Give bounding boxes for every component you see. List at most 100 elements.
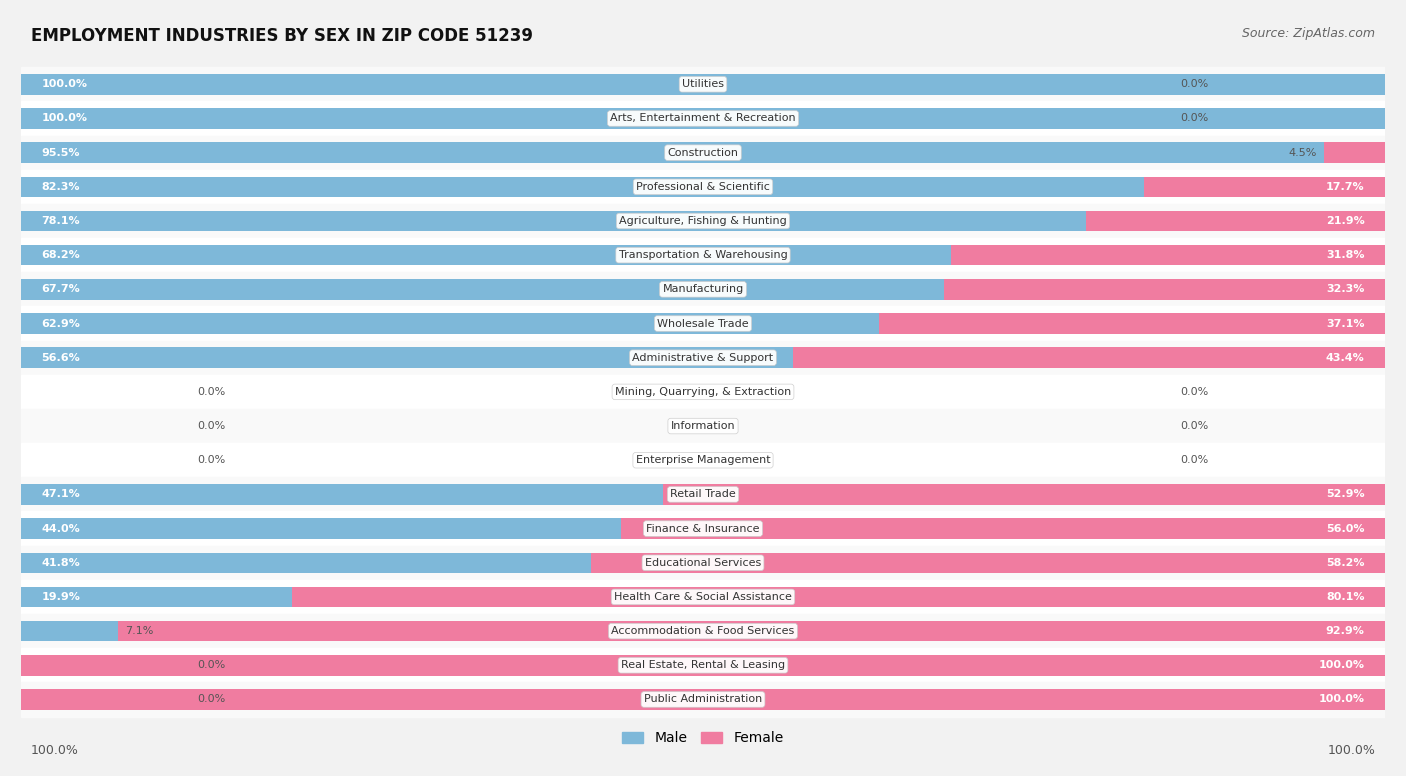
Bar xyxy=(21,477,1385,511)
Bar xyxy=(21,553,591,573)
Bar xyxy=(21,177,1143,197)
Text: Mining, Quarrying, & Extraction: Mining, Quarrying, & Extraction xyxy=(614,387,792,397)
Bar xyxy=(1087,211,1385,231)
Text: Transportation & Warehousing: Transportation & Warehousing xyxy=(619,250,787,260)
Text: 0.0%: 0.0% xyxy=(1181,387,1209,397)
Text: 100.0%: 100.0% xyxy=(1327,743,1375,757)
Text: 67.7%: 67.7% xyxy=(42,284,80,294)
Text: Enterprise Management: Enterprise Management xyxy=(636,456,770,466)
Bar xyxy=(621,518,1385,539)
Text: 0.0%: 0.0% xyxy=(197,456,225,466)
Bar xyxy=(21,341,1385,375)
Bar xyxy=(21,443,1385,477)
Text: 78.1%: 78.1% xyxy=(42,216,80,226)
Bar xyxy=(21,245,952,265)
Bar xyxy=(21,272,1385,307)
Text: 0.0%: 0.0% xyxy=(1181,79,1209,89)
Bar xyxy=(21,648,1385,682)
Text: 80.1%: 80.1% xyxy=(1326,592,1364,602)
Text: 0.0%: 0.0% xyxy=(1181,456,1209,466)
Text: 44.0%: 44.0% xyxy=(42,524,80,534)
Text: Manufacturing: Manufacturing xyxy=(662,284,744,294)
Text: 0.0%: 0.0% xyxy=(197,695,225,705)
Bar xyxy=(21,587,292,607)
Text: 7.1%: 7.1% xyxy=(125,626,153,636)
Text: 100.0%: 100.0% xyxy=(31,743,79,757)
Legend: Male, Female: Male, Female xyxy=(617,726,789,751)
Bar xyxy=(21,74,1385,95)
Text: Utilities: Utilities xyxy=(682,79,724,89)
Text: 31.8%: 31.8% xyxy=(1326,250,1364,260)
Text: 43.4%: 43.4% xyxy=(1326,353,1364,362)
Bar xyxy=(21,142,1323,163)
Bar xyxy=(21,211,1087,231)
Text: 0.0%: 0.0% xyxy=(197,421,225,431)
Text: 56.0%: 56.0% xyxy=(1326,524,1364,534)
Text: Wholesale Trade: Wholesale Trade xyxy=(657,318,749,328)
Bar xyxy=(21,614,1385,648)
Text: 0.0%: 0.0% xyxy=(197,660,225,670)
Bar xyxy=(664,484,1385,504)
Bar xyxy=(952,245,1385,265)
Text: 37.1%: 37.1% xyxy=(1326,318,1364,328)
Text: Information: Information xyxy=(671,421,735,431)
Bar xyxy=(118,621,1385,642)
Text: 52.9%: 52.9% xyxy=(1326,490,1364,500)
Text: 0.0%: 0.0% xyxy=(1181,421,1209,431)
Text: 100.0%: 100.0% xyxy=(42,79,87,89)
Bar xyxy=(21,170,1385,204)
Bar xyxy=(21,204,1385,238)
Text: 4.5%: 4.5% xyxy=(1288,147,1317,158)
Bar xyxy=(21,307,1385,341)
Text: Real Estate, Rental & Leasing: Real Estate, Rental & Leasing xyxy=(621,660,785,670)
Bar xyxy=(21,682,1385,716)
Text: Agriculture, Fishing & Hunting: Agriculture, Fishing & Hunting xyxy=(619,216,787,226)
Text: 19.9%: 19.9% xyxy=(42,592,80,602)
Bar xyxy=(1323,142,1385,163)
Bar xyxy=(21,279,945,300)
Text: Administrative & Support: Administrative & Support xyxy=(633,353,773,362)
Bar xyxy=(21,314,879,334)
Bar xyxy=(21,655,1385,676)
Text: 92.9%: 92.9% xyxy=(1326,626,1364,636)
Text: 0.0%: 0.0% xyxy=(1181,113,1209,123)
Text: 100.0%: 100.0% xyxy=(1319,695,1364,705)
Text: 58.2%: 58.2% xyxy=(1326,558,1364,568)
Text: Public Administration: Public Administration xyxy=(644,695,762,705)
Text: 95.5%: 95.5% xyxy=(42,147,80,158)
Bar xyxy=(21,348,793,368)
Bar xyxy=(292,587,1385,607)
Text: 47.1%: 47.1% xyxy=(42,490,80,500)
Text: Retail Trade: Retail Trade xyxy=(671,490,735,500)
Text: 100.0%: 100.0% xyxy=(42,113,87,123)
Text: 82.3%: 82.3% xyxy=(42,182,80,192)
Bar xyxy=(21,68,1385,102)
Text: Professional & Scientific: Professional & Scientific xyxy=(636,182,770,192)
Text: 68.2%: 68.2% xyxy=(42,250,80,260)
Bar xyxy=(21,484,664,504)
Text: 17.7%: 17.7% xyxy=(1326,182,1364,192)
Text: Health Care & Social Assistance: Health Care & Social Assistance xyxy=(614,592,792,602)
Bar xyxy=(21,580,1385,614)
Text: Accommodation & Food Services: Accommodation & Food Services xyxy=(612,626,794,636)
Bar xyxy=(21,409,1385,443)
Text: EMPLOYMENT INDUSTRIES BY SEX IN ZIP CODE 51239: EMPLOYMENT INDUSTRIES BY SEX IN ZIP CODE… xyxy=(31,27,533,45)
Bar xyxy=(21,238,1385,272)
Text: 41.8%: 41.8% xyxy=(42,558,80,568)
Text: Finance & Insurance: Finance & Insurance xyxy=(647,524,759,534)
Text: 21.9%: 21.9% xyxy=(1326,216,1364,226)
Text: Source: ZipAtlas.com: Source: ZipAtlas.com xyxy=(1241,27,1375,40)
Text: 0.0%: 0.0% xyxy=(197,387,225,397)
Bar xyxy=(21,108,1385,129)
Text: Educational Services: Educational Services xyxy=(645,558,761,568)
Bar xyxy=(21,689,1385,710)
Text: 62.9%: 62.9% xyxy=(42,318,80,328)
Bar xyxy=(21,136,1385,170)
Bar xyxy=(21,546,1385,580)
Bar xyxy=(591,553,1385,573)
Bar xyxy=(1143,177,1385,197)
Bar xyxy=(21,518,621,539)
Bar xyxy=(945,279,1385,300)
Text: Construction: Construction xyxy=(668,147,738,158)
Bar xyxy=(879,314,1385,334)
